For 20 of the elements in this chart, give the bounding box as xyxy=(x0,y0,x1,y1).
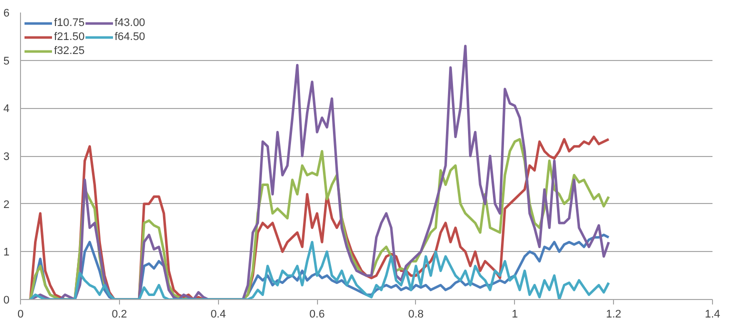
legend-label: f21.50 xyxy=(54,30,85,44)
x-tick-label: 0 xyxy=(17,308,24,320)
y-tick-label: 6 xyxy=(3,8,10,20)
y-tick-label: 2 xyxy=(3,198,10,211)
x-tick-label: 1.4 xyxy=(704,308,720,320)
x-tick-label: 0.8 xyxy=(408,308,424,320)
legend-label: f64.50 xyxy=(114,30,146,44)
legend-label: f32.25 xyxy=(54,44,85,58)
y-tick-label: 1 xyxy=(3,246,10,259)
x-tick-label: 1.2 xyxy=(606,308,622,320)
x-tick-label: 0.6 xyxy=(309,308,325,320)
y-tick-label: 4 xyxy=(3,103,10,116)
y-tick-label: 5 xyxy=(3,55,10,68)
y-tick-label: 0 xyxy=(3,294,10,306)
x-tick-label: 0.4 xyxy=(210,308,226,320)
x-tick-label: 1 xyxy=(512,308,518,320)
y-tick-label: 3 xyxy=(3,151,10,163)
x-tick-label: 0.2 xyxy=(112,308,128,320)
legend-label: f43.00 xyxy=(114,16,146,30)
legend-label: f10.75 xyxy=(54,16,85,30)
